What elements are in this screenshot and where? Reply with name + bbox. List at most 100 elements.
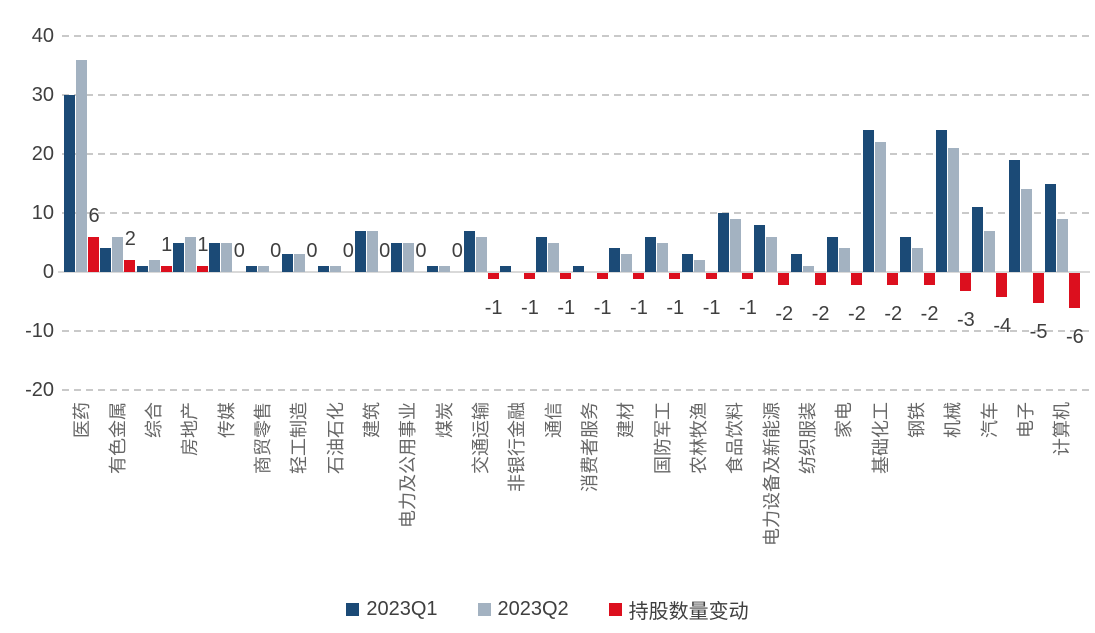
bar-2023q1 xyxy=(209,242,221,272)
gridline xyxy=(62,212,1090,214)
bar-2023q2 xyxy=(657,242,669,272)
bar-2023q1 xyxy=(536,236,548,272)
category-label: 商贸零售 xyxy=(253,402,274,474)
bar-group: -1 xyxy=(463,36,503,390)
y-axis-tick-label: 40 xyxy=(31,25,54,47)
bar-group: 0 xyxy=(354,36,390,390)
category-label: 交通运输 xyxy=(471,402,492,474)
legend-label: 2023Q1 xyxy=(366,598,438,620)
bar-2023q1 xyxy=(390,242,402,272)
bar-group: -2 xyxy=(899,36,938,390)
y-axis-tick-label: -20 xyxy=(25,379,54,401)
change-data-label: -3 xyxy=(957,308,975,331)
category-label: 电力设备及新能源 xyxy=(761,402,782,546)
bar-group: -1 xyxy=(572,36,612,390)
bar-group: -2 xyxy=(754,36,793,390)
change-data-label: -5 xyxy=(1029,320,1048,343)
change-data-label: 1 xyxy=(197,234,209,257)
change-data-label: -1 xyxy=(521,296,539,319)
change-data-label: -2 xyxy=(775,302,794,325)
y-axis-tick-label: 20 xyxy=(31,143,54,165)
change-data-label: -1 xyxy=(593,296,612,319)
bar-2023q2 xyxy=(293,254,305,272)
change-data-label: 6 xyxy=(88,204,100,227)
legend: 2023Q1 2023Q2 持股数量变动 xyxy=(0,595,1095,624)
gridline xyxy=(62,94,1090,96)
legend-item: 2023Q1 xyxy=(346,598,438,621)
bar-group: -2 xyxy=(863,36,902,390)
category-label: 综合 xyxy=(144,402,165,438)
bar-group: 1 xyxy=(172,36,209,390)
gridline xyxy=(62,153,1090,155)
y-axis-tick-label: 10 xyxy=(31,202,54,224)
change-data-label: 1 xyxy=(161,234,173,257)
bar-change xyxy=(741,273,753,279)
category-label: 钢铁 xyxy=(907,402,928,438)
bar-2023q1 xyxy=(899,236,911,272)
category-label: 计算机 xyxy=(1052,402,1073,456)
bar-group: 0 xyxy=(318,36,354,390)
bar-2023q2 xyxy=(693,260,705,272)
change-data-label: 0 xyxy=(270,240,282,262)
bar-change xyxy=(596,273,608,279)
bar-change xyxy=(778,273,790,285)
category-label: 有色金属 xyxy=(107,402,128,474)
bar-group: -1 xyxy=(645,36,684,390)
legend-label: 2023Q2 xyxy=(497,598,569,620)
bar-2023q2 xyxy=(947,148,959,272)
change-data-label: -1 xyxy=(557,296,576,319)
bar-2023q1 xyxy=(972,207,984,272)
legend-swatch-icon xyxy=(346,603,360,616)
gridline xyxy=(62,35,1090,37)
bar-group: 0 xyxy=(427,36,463,390)
bar-group: 0 xyxy=(209,36,245,390)
bar-2023q1 xyxy=(136,266,148,272)
category-label: 房地产 xyxy=(180,402,201,456)
bar-2023q2 xyxy=(802,266,814,272)
bar-group: 0 xyxy=(281,36,318,390)
change-data-label: -6 xyxy=(1066,326,1084,349)
change-data-label: 0 xyxy=(415,240,427,262)
bar-2023q2 xyxy=(875,142,887,272)
bar-change xyxy=(850,273,862,285)
bar-2023q1 xyxy=(354,230,366,272)
bar-group: -2 xyxy=(790,36,829,390)
legend-swatch-icon xyxy=(477,603,491,616)
bar-2023q2 xyxy=(112,236,124,272)
bar-2023q2 xyxy=(729,218,741,272)
change-data-label: 0 xyxy=(451,240,463,262)
bar-2023q1 xyxy=(281,254,293,272)
bar-2023q1 xyxy=(645,236,657,272)
y-axis-tick-label: 0 xyxy=(42,261,54,283)
bar-group: -1 xyxy=(499,36,539,390)
bar-2023q2 xyxy=(366,230,378,272)
bar-2023q1 xyxy=(754,224,766,272)
category-label: 汽车 xyxy=(979,402,1000,438)
change-data-label: 0 xyxy=(233,240,245,262)
bar-2023q2 xyxy=(475,236,487,272)
category-label: 电子 xyxy=(1016,402,1037,438)
change-data-label: -2 xyxy=(848,302,866,325)
bar-2023q2 xyxy=(620,254,632,272)
bar-2023q1 xyxy=(245,266,257,272)
bar-2023q1 xyxy=(681,254,693,272)
bar-2023q2 xyxy=(548,242,560,272)
bar-change xyxy=(196,266,208,272)
bar-2023q1 xyxy=(427,266,439,272)
change-data-label: 0 xyxy=(342,240,354,262)
bar-2023q1 xyxy=(572,266,584,272)
bar-2023q2 xyxy=(911,248,923,272)
bar-2023q2 xyxy=(257,266,269,272)
legend-swatch-icon xyxy=(608,603,622,616)
bar-group: -2 xyxy=(826,36,866,390)
change-data-label: -1 xyxy=(630,296,648,319)
bar-2023q1 xyxy=(1044,183,1056,272)
bar-change xyxy=(487,273,499,279)
bar-2023q2 xyxy=(221,242,233,272)
bar-change xyxy=(88,236,99,272)
bar-change xyxy=(160,266,172,272)
bar-2023q2 xyxy=(1020,189,1032,272)
bar-2023q2 xyxy=(439,266,451,272)
change-data-label: 0 xyxy=(379,240,391,262)
bar-2023q1 xyxy=(826,236,838,272)
